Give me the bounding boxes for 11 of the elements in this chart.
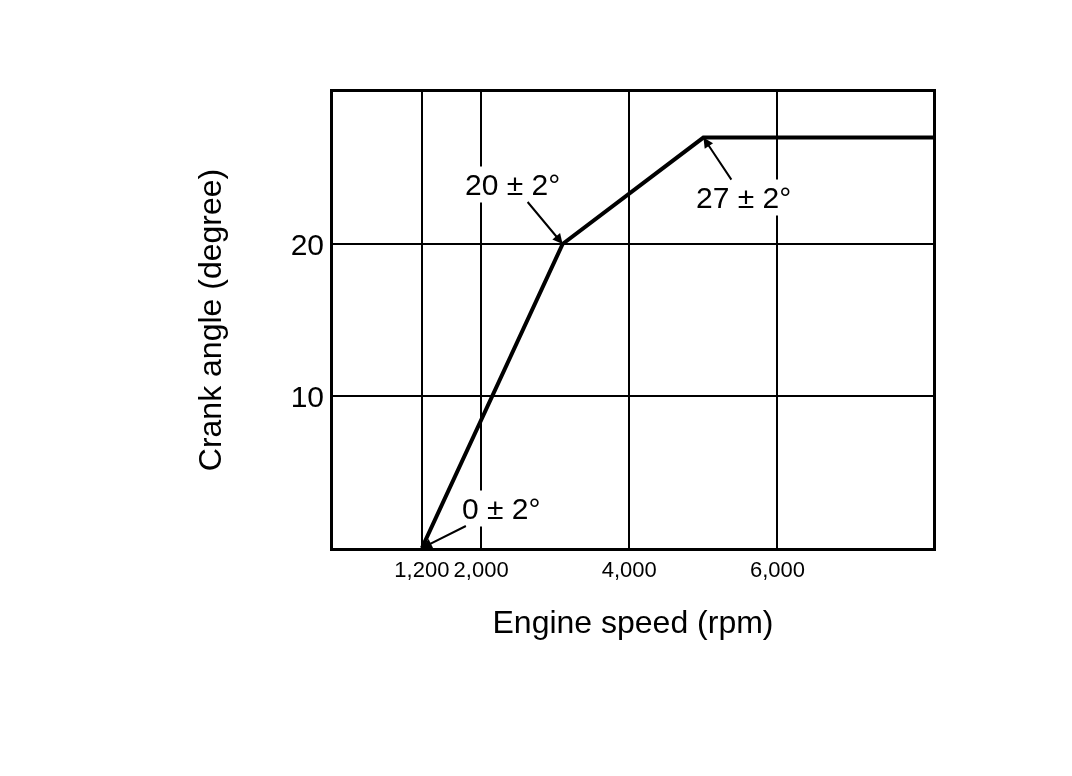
y-tick-label: 20 bbox=[290, 227, 324, 261]
x-tick-label: 4,000 bbox=[601, 557, 657, 583]
annotation: 0 ± 2° bbox=[462, 492, 541, 525]
y-axis-title: Crank angle (degree) bbox=[191, 168, 228, 472]
annotation: 20 ± 2° bbox=[465, 168, 561, 201]
annotation: 27 ± 2° bbox=[696, 181, 792, 214]
y-tick-label: 10 bbox=[290, 379, 324, 413]
x-axis-title: Engine speed (rpm) bbox=[492, 604, 774, 641]
x-tick-label: 2,000 bbox=[453, 557, 509, 583]
x-tick-label: 1,200 bbox=[394, 557, 450, 583]
x-tick-label: 6,000 bbox=[749, 557, 805, 583]
